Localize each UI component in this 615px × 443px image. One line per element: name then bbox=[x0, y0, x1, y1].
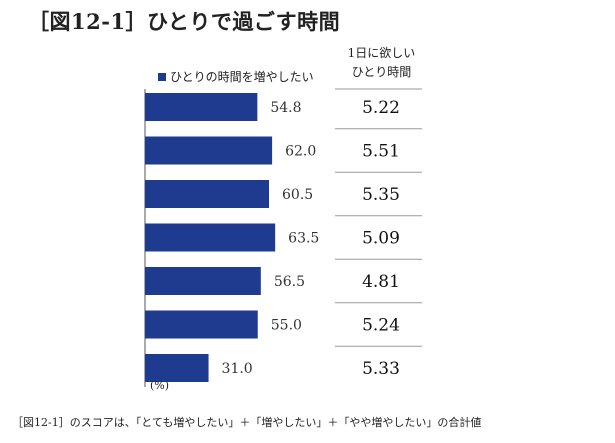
bar-value-label: 62.0 bbox=[285, 144, 316, 160]
table-value: 5.51 bbox=[362, 142, 400, 162]
table-value: 4.81 bbox=[362, 272, 400, 292]
bar bbox=[145, 354, 209, 382]
bar-value-label: 55.0 bbox=[271, 318, 302, 334]
chart-title: ［図12-1］ひとりで過ごす時間 bbox=[28, 9, 341, 34]
table-header-line2: ひとり時間 bbox=[351, 65, 412, 79]
table-value: 5.24 bbox=[362, 316, 400, 336]
bar bbox=[145, 310, 258, 339]
bar-value-label: 54.8 bbox=[270, 100, 301, 116]
bar bbox=[145, 267, 261, 295]
table-value: 5.35 bbox=[362, 185, 400, 205]
bar-value-label: 56.5 bbox=[274, 274, 305, 290]
legend-swatch bbox=[158, 72, 166, 81]
unit-label: (%) bbox=[150, 379, 170, 392]
bar bbox=[145, 93, 258, 121]
table-value: 5.09 bbox=[362, 229, 400, 249]
bar-value-label: 63.5 bbox=[288, 231, 319, 247]
legend: ひとりの時間を増やしたい bbox=[158, 68, 314, 85]
table-value: 5.33 bbox=[362, 359, 400, 379]
bar bbox=[145, 223, 276, 252]
bar-value-label: 60.5 bbox=[282, 187, 313, 203]
bar bbox=[145, 180, 270, 208]
bar-value-label: 31.0 bbox=[222, 361, 253, 377]
table-header: 1日に欲しい ひとり時間 bbox=[343, 44, 420, 82]
legend-label: ひとりの時間を増やしたい bbox=[170, 70, 314, 84]
footnote: ［図12-1］のスコアは、「とても増やしたい」＋「増やしたい」＋「やや増やしたい… bbox=[12, 416, 482, 429]
bar bbox=[145, 136, 273, 165]
table-value: 5.22 bbox=[362, 98, 400, 118]
table-header-line1: 1日に欲しい bbox=[347, 46, 416, 60]
